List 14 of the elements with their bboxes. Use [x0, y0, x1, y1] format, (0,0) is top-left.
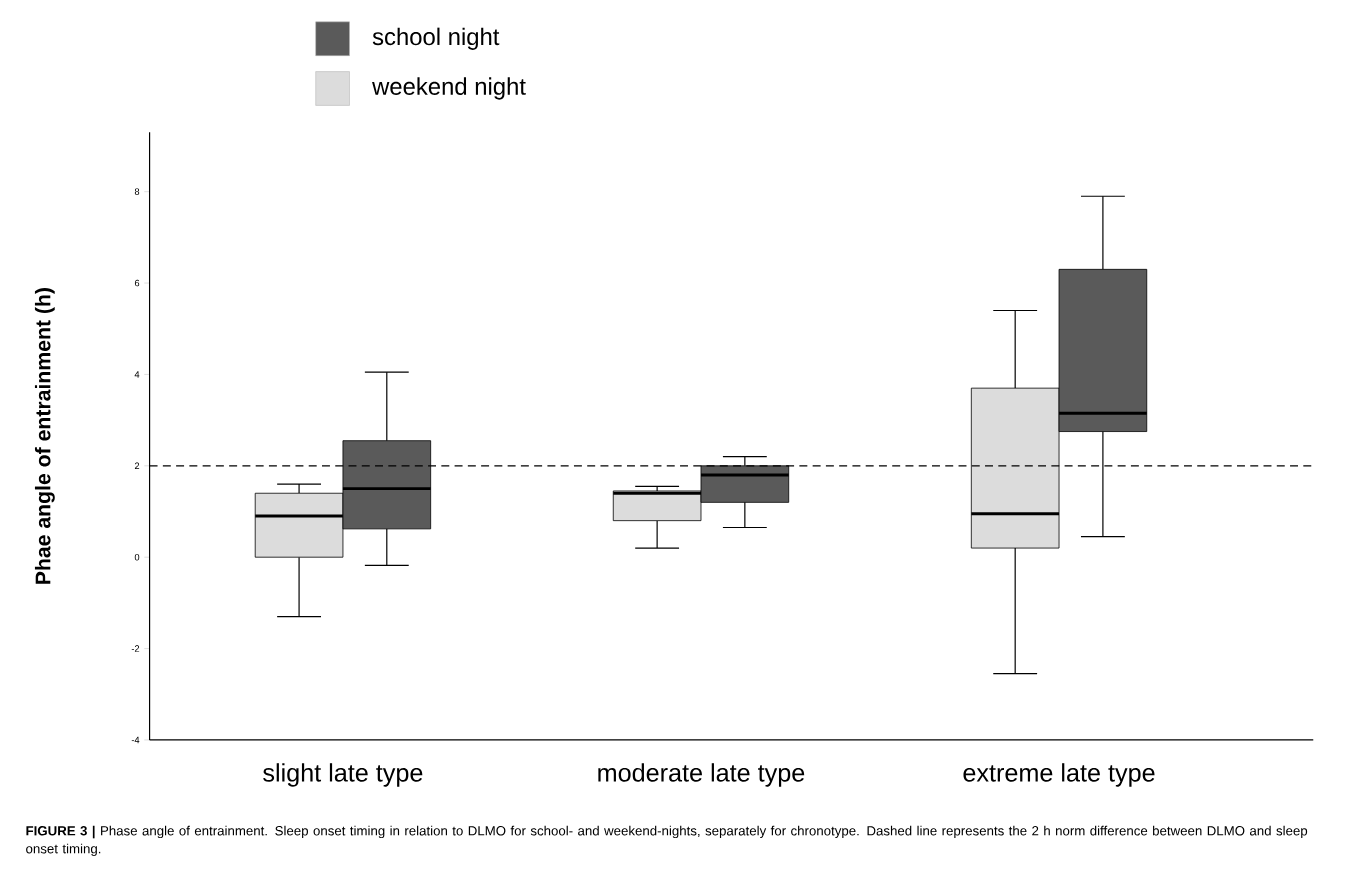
y-tick-label: -4 — [131, 736, 140, 744]
legend-label: school night — [372, 27, 500, 50]
y-tick-label: 2 — [134, 462, 140, 469]
y-tick-label: -2 — [131, 645, 140, 652]
y-tick-label: 4 — [134, 371, 140, 378]
y-tick-label: 0 — [134, 553, 140, 561]
y-tick-label: 6 — [134, 279, 140, 287]
x-tick-label: extreme late type — [963, 763, 1155, 787]
y-axis-title: Phae angle of entrainment (h) — [34, 287, 55, 584]
y-tick-label: 8 — [134, 188, 140, 195]
x-tick-label: slight late type — [263, 763, 423, 787]
legend-label: weekend night — [372, 77, 526, 100]
text: FIGURE 3 | Phase angle of entrainment. Sleep onset timing in relation to DLMO for school- and weekend-nights, separately for chronotype. Dashed line represents the 2 h norm difference between DLMO and sleep onset timing. — [26, 825, 1308, 856]
x-tick-label: moderate late type — [598, 763, 805, 787]
